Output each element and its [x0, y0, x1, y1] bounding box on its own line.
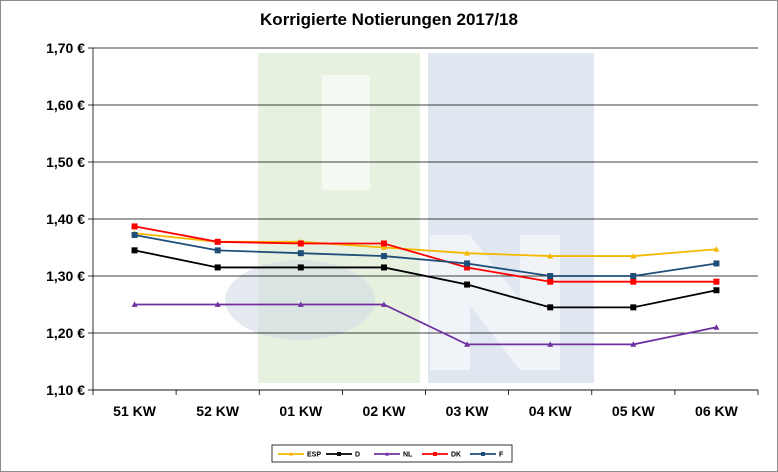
data-point-f — [630, 273, 637, 279]
data-point-nl — [464, 341, 471, 347]
series-group — [131, 223, 720, 347]
data-point-dk — [547, 278, 554, 285]
legend-label-d: D — [355, 452, 360, 459]
legend-marker-nl — [385, 452, 389, 456]
series-line-dk — [134, 225, 717, 283]
x-axis — [92, 48, 759, 395]
x-tick-label: 03 KW — [446, 403, 490, 419]
y-tick-label: 1,70 € — [46, 40, 85, 56]
data-point-nl — [297, 301, 304, 307]
data-point-f — [214, 247, 221, 254]
data-point-esp — [630, 253, 637, 259]
data-point-dk — [131, 223, 138, 230]
watermark-logo — [225, 53, 594, 383]
y-axis-tick-labels: 1,10 € 1,20 € 1,30 € 1,40 € 1,50 € 1,60 € 1,70… — [46, 40, 85, 398]
x-tick-label: 04 KW — [529, 403, 573, 419]
y-tick-label: 1,10 € — [46, 382, 85, 398]
legend-marker-d — [337, 452, 341, 456]
x-tick-label: 01 KW — [279, 403, 323, 419]
data-point-f — [464, 260, 471, 267]
data-point-f — [297, 250, 304, 257]
legend-label-esp: ESP — [307, 452, 321, 459]
series-nl — [131, 301, 720, 347]
data-point-dk — [297, 240, 304, 247]
data-point-nl — [630, 341, 637, 347]
y-tick-label: 1,40 € — [46, 211, 85, 227]
data-point-dk — [380, 240, 387, 247]
y-tick-label: 1,60 € — [46, 97, 85, 113]
legend: ESP D NL DK F — [271, 444, 513, 463]
x-tick-label: 06 KW — [695, 403, 739, 419]
series-d — [131, 247, 720, 311]
data-point-d — [713, 287, 720, 294]
series-line-f — [134, 234, 717, 277]
chart-title: Korrigierte Notierungen 2017/18 — [260, 10, 518, 29]
data-point-d — [380, 264, 387, 271]
series-line-esp — [134, 232, 717, 257]
legend-label-nl: NL — [403, 452, 413, 459]
series-f — [131, 231, 720, 279]
x-tick-label: 02 KW — [363, 403, 407, 419]
legend-marker-dk — [433, 452, 437, 456]
y-tick-label: 1,20 € — [46, 325, 85, 341]
series-line-d — [134, 249, 717, 309]
series-dk — [131, 223, 720, 285]
x-tick-label: 51 KW — [113, 403, 157, 419]
legend-label-dk: DK — [451, 452, 461, 459]
data-point-dk — [214, 238, 221, 245]
data-point-d — [214, 264, 221, 271]
series-line-nl — [134, 303, 717, 346]
data-point-f — [380, 253, 387, 260]
data-point-dk — [464, 264, 471, 271]
data-point-esp — [380, 244, 387, 250]
data-point-dk — [713, 278, 720, 285]
data-point-d — [297, 264, 304, 271]
legend-marker-f — [481, 452, 485, 456]
data-point-nl — [380, 301, 387, 307]
x-axis-tick-labels: 51 KW 52 KW 01 KW 02 KW 03 KW 04 KW 05 KW 06 KW — [113, 403, 738, 419]
data-point-esp — [547, 253, 554, 259]
data-point-nl — [214, 301, 221, 307]
legend-marker-esp — [289, 452, 293, 456]
data-point-nl — [547, 341, 554, 347]
data-point-nl — [713, 324, 720, 330]
legend-label-f: F — [499, 452, 504, 459]
data-point-d — [630, 304, 637, 311]
data-point-f — [713, 260, 720, 267]
data-point-d — [131, 247, 138, 254]
y-tick-label: 1,30 € — [46, 268, 85, 284]
data-point-f — [131, 231, 138, 238]
y-tick-label: 1,50 € — [46, 154, 85, 170]
data-point-f — [547, 273, 554, 279]
data-point-nl — [131, 301, 138, 307]
data-point-dk — [630, 278, 637, 285]
data-point-esp — [713, 246, 720, 252]
x-tick-label: 05 KW — [612, 403, 656, 419]
x-tick-label: 52 KW — [196, 403, 240, 419]
data-point-d — [547, 304, 554, 311]
data-point-d — [464, 281, 471, 288]
data-point-esp — [464, 250, 471, 256]
